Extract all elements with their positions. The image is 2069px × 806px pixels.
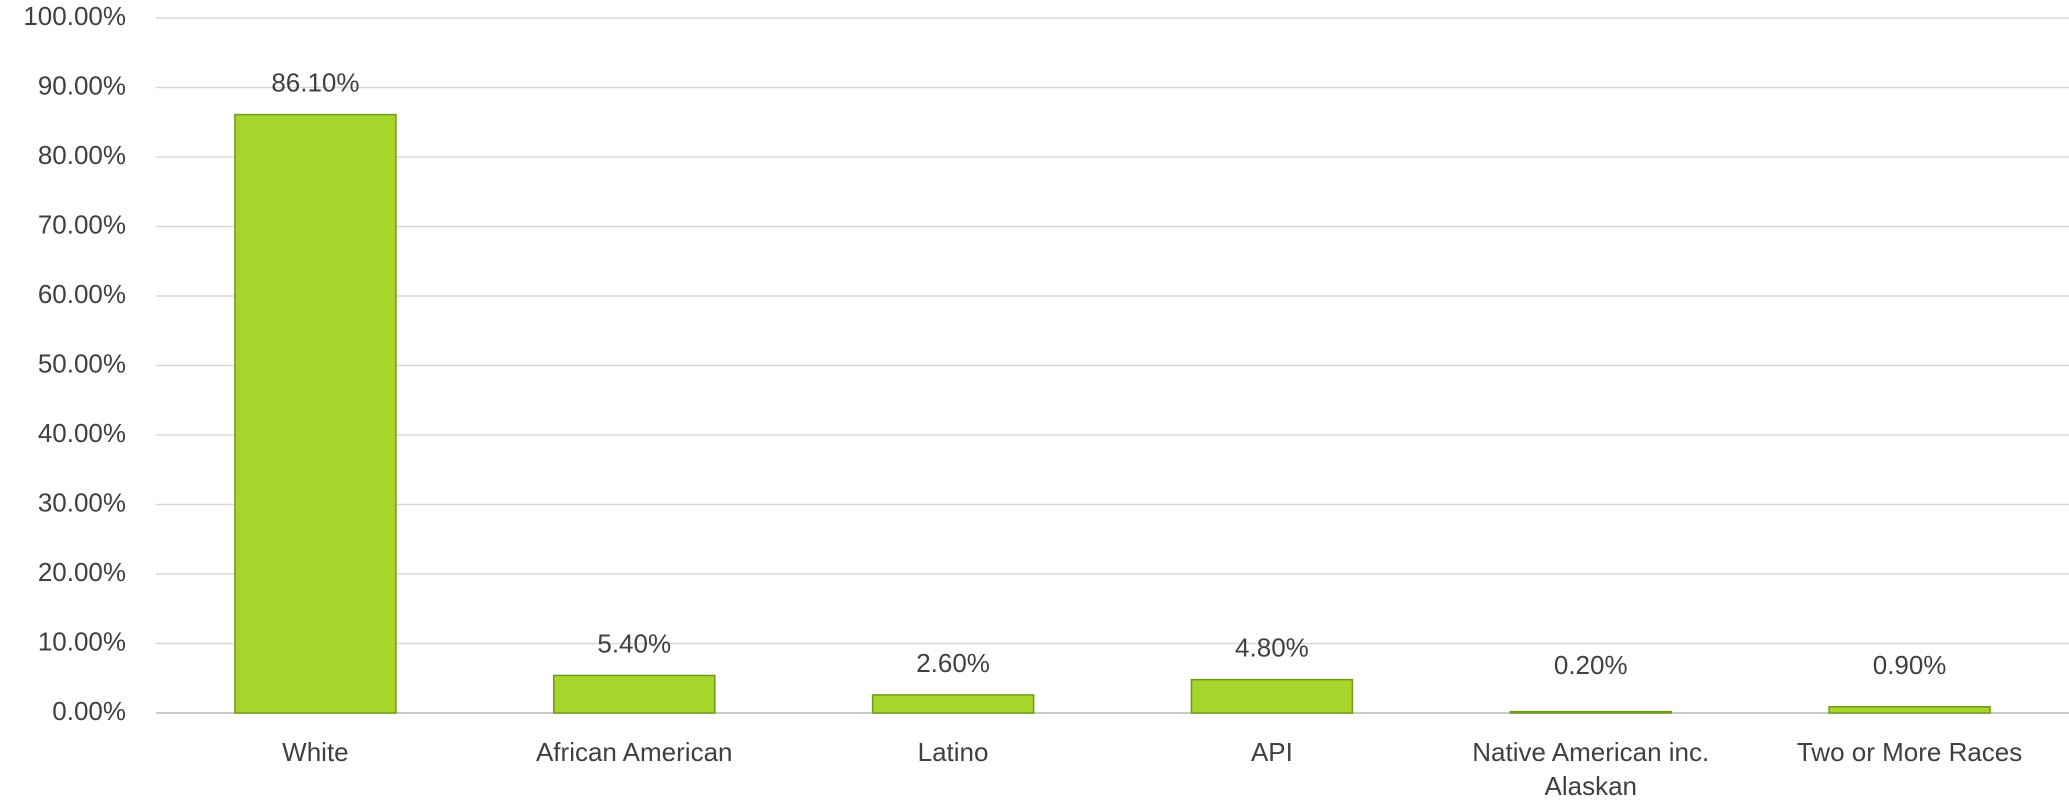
y-tick-label: 90.00% [38,70,126,100]
data-label: 0.90% [1873,650,1947,680]
x-tick-label: Latino [917,737,989,767]
x-tick-label: Native American inc. Alaskan [1472,737,1710,801]
bar [553,674,716,714]
y-tick-label: 10.00% [38,626,126,656]
y-tick-label: 60.00% [38,279,126,309]
x-tick-label: African American [535,737,733,767]
bar [871,694,1035,714]
y-tick-label: 50.00% [38,348,126,378]
bar [234,113,397,714]
bar [1190,678,1354,714]
y-tick-label: 20.00% [38,557,126,587]
x-tick-label: White [282,737,349,767]
y-tick-label: 100.00% [23,1,126,31]
y-tick-label: 70.00% [38,209,126,239]
data-label: 5.40% [597,628,671,658]
bar [1828,705,1991,714]
y-tick-label: 40.00% [38,418,126,448]
bar [1509,710,1672,714]
x-tick-label: Two or More Races [1796,737,2023,767]
data-label: 2.60% [916,648,990,678]
y-tick-label: 0.00% [52,696,126,726]
data-label: 4.80% [1235,633,1309,663]
y-tick-label: 30.00% [38,487,126,517]
data-label: 0.20% [1554,650,1628,680]
x-tick-label: API [1250,737,1293,767]
data-label: 86.10% [271,67,359,97]
y-tick-label: 80.00% [38,140,126,170]
